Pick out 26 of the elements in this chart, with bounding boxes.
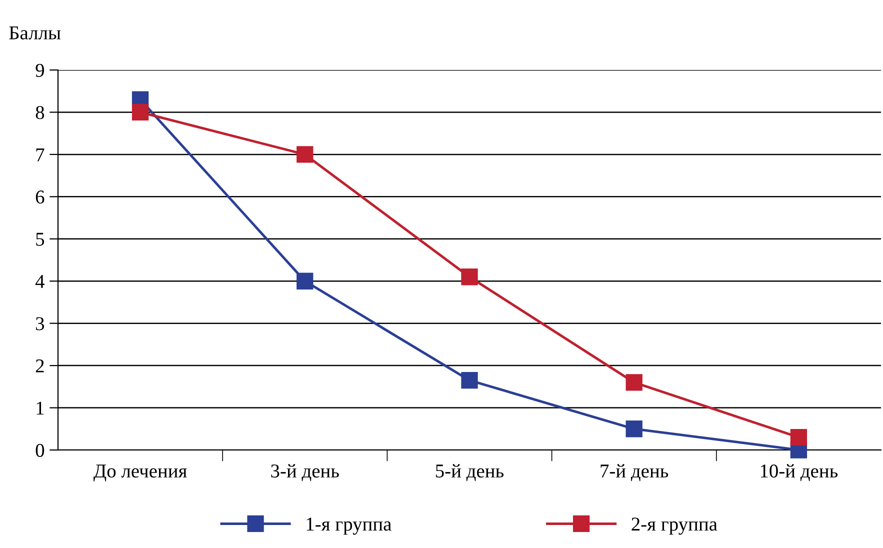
y-tick-label: 5 — [36, 232, 44, 246]
point — [296, 272, 314, 290]
legend-label: 2-я группа — [632, 518, 718, 535]
point — [296, 146, 314, 163]
x-tick-label: 7-й день — [600, 464, 668, 482]
point — [626, 420, 642, 438]
x-tick-label: 3-й день — [271, 464, 339, 482]
point — [790, 429, 808, 446]
y-axis-title: Баллы — [9, 26, 61, 40]
point — [461, 372, 478, 389]
y-tick-label: 9 — [36, 64, 44, 77]
y-tick-label: 6 — [36, 190, 44, 204]
y-tick-label: 7 — [36, 148, 44, 162]
legend-label: 1-я группа — [306, 518, 392, 535]
y-tick-label: 2 — [36, 359, 44, 372]
y-tick-label: 4 — [35, 275, 44, 288]
y-tick-label: 3 — [36, 317, 44, 330]
x-tick-label: 5-й день — [436, 464, 504, 482]
x-tick-label: 10-й день — [760, 464, 838, 482]
point — [461, 268, 478, 286]
y-tick-label: 0 — [36, 444, 44, 457]
point — [626, 374, 642, 391]
y-tick-label: 8 — [36, 106, 44, 120]
x-tick-label: До лечения — [94, 464, 187, 482]
y-tick-label: 1 — [36, 402, 44, 415]
point — [132, 104, 149, 121]
